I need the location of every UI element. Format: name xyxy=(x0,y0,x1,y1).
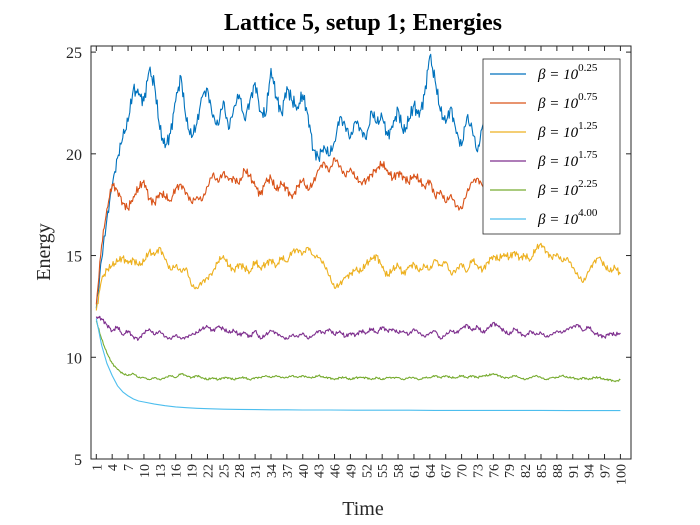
x-tick-label: 19 xyxy=(186,464,201,478)
legend-label-base: β = 10 xyxy=(537,183,579,199)
x-tick-label: 28 xyxy=(233,464,248,478)
y-tick-label: 10 xyxy=(66,350,82,367)
legend-label-exponent: 1.75 xyxy=(578,149,598,161)
x-tick-label: 100 xyxy=(614,464,629,485)
legend-label-base: β = 10 xyxy=(537,96,579,112)
series-line-6 xyxy=(95,318,621,412)
x-tick-label: 1 xyxy=(90,464,105,471)
x-tick-label: 10 xyxy=(138,464,153,478)
legend-label-5: β = 102.25 xyxy=(537,178,598,199)
x-tick-label: 97 xyxy=(599,464,614,478)
x-tick-label: 37 xyxy=(281,464,296,478)
series-lines xyxy=(95,53,621,412)
legend-label-exponent: 0.75 xyxy=(578,91,598,103)
y-axis-ticks: 5 10 15 20 25 xyxy=(66,45,631,469)
x-tick-label: 34 xyxy=(265,464,280,478)
x-tick-label: 91 xyxy=(567,464,582,478)
legend-label-exponent: 0.25 xyxy=(578,62,598,74)
x-tick-label: 4 xyxy=(106,464,121,471)
series-line-2 xyxy=(95,157,516,305)
x-tick-label: 70 xyxy=(456,464,471,478)
legend: β = 100.25β = 100.75β = 101.25β = 101.75… xyxy=(482,58,621,235)
x-tick-label: 94 xyxy=(583,464,598,478)
x-axis-label: Time xyxy=(342,498,384,520)
x-tick-label: 46 xyxy=(329,464,344,478)
y-tick-label: 15 xyxy=(66,249,82,266)
legend-label-exponent: 4.00 xyxy=(578,207,598,219)
legend-label-4: β = 101.75 xyxy=(537,149,598,170)
legend-label-1: β = 100.25 xyxy=(537,62,598,83)
legend-label-exponent: 1.25 xyxy=(578,120,598,132)
x-tick-label: 49 xyxy=(344,464,359,478)
x-axis-ticks: 1 4 7 10 13 16 19 22 25 28 31 34 37 40 43 46 49 52 55 58 61 6… xyxy=(90,46,629,485)
x-tick-label: 22 xyxy=(201,464,216,478)
legend-label-base: β = 10 xyxy=(537,154,579,170)
y-tick-label: 20 xyxy=(66,147,82,164)
x-tick-label: 79 xyxy=(503,464,518,478)
x-tick-label: 13 xyxy=(154,464,169,478)
x-tick-label: 85 xyxy=(535,464,550,478)
legend-label-base: β = 10 xyxy=(537,212,579,228)
legend-label-base: β = 10 xyxy=(537,125,579,141)
y-tick-label: 25 xyxy=(66,45,82,62)
x-tick-label: 76 xyxy=(487,464,502,478)
legend-label-2: β = 100.75 xyxy=(537,91,598,112)
x-tick-label: 82 xyxy=(519,464,534,478)
legend-box xyxy=(482,58,621,235)
x-tick-label: 40 xyxy=(297,464,312,478)
legend-label-6: β = 104.00 xyxy=(537,207,598,228)
x-tick-label: 58 xyxy=(392,464,407,478)
legend-items: β = 100.25β = 100.75β = 101.25β = 101.75… xyxy=(490,62,598,228)
legend-label-3: β = 101.25 xyxy=(537,120,598,141)
x-tick-label: 67 xyxy=(440,464,455,478)
y-axis-label: Energy xyxy=(33,223,55,280)
series-line-5 xyxy=(95,320,621,383)
series-line-3 xyxy=(95,242,621,311)
x-tick-label: 16 xyxy=(170,464,185,478)
legend-label-exponent: 2.25 xyxy=(578,178,598,190)
x-tick-label: 31 xyxy=(249,464,264,478)
x-tick-label: 43 xyxy=(313,464,328,478)
y-tick-label: 5 xyxy=(74,452,82,469)
chart-title: Lattice 5, setup 1; Energies xyxy=(224,10,502,36)
x-tick-label: 7 xyxy=(122,464,137,471)
legend-label-base: β = 10 xyxy=(537,67,579,83)
x-tick-label: 55 xyxy=(376,464,391,478)
axes-box xyxy=(90,45,632,460)
x-tick-label: 25 xyxy=(217,464,232,478)
x-tick-label: 64 xyxy=(424,464,439,478)
x-tick-label: 88 xyxy=(551,464,566,478)
x-tick-label: 73 xyxy=(471,464,486,478)
series-line-4 xyxy=(95,315,621,341)
x-tick-label: 52 xyxy=(360,464,375,478)
x-tick-label: 61 xyxy=(408,464,423,478)
